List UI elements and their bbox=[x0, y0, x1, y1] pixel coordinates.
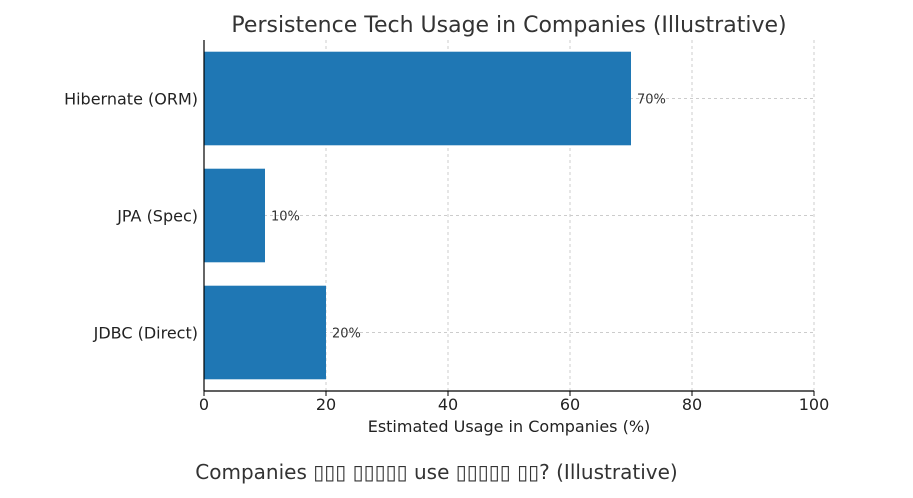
chart-title: Persistence Tech Usage in Companies (Ill… bbox=[231, 13, 786, 38]
bar bbox=[204, 51, 631, 146]
x-axis-ticks: 0 20 40 60 80 100 bbox=[199, 391, 829, 414]
category-label: Hibernate (ORM) bbox=[64, 90, 198, 109]
category-labels: Hibernate (ORM) JPA (Spec) JDBC (Direct) bbox=[64, 90, 198, 343]
x-axis-title: Estimated Usage in Companies (%) bbox=[368, 417, 651, 436]
grid-lines bbox=[204, 40, 815, 391]
category-label: JDBC (Direct) bbox=[93, 324, 198, 343]
bar-chart: Persistence Tech Usage in Companies (Ill… bbox=[64, 13, 829, 436]
x-tick-label: 0 bbox=[199, 395, 209, 414]
bar-value-label: 70% bbox=[637, 93, 666, 108]
bar bbox=[204, 285, 326, 380]
x-tick-label: 40 bbox=[438, 395, 458, 414]
figure-caption: Companies ▯▯▯ ▯▯▯▯▯ use ▯▯▯▯▯ ▯▯? (Illus… bbox=[195, 460, 678, 484]
category-label: JPA (Spec) bbox=[116, 207, 198, 226]
x-tick-label: 100 bbox=[799, 395, 830, 414]
x-tick-label: 20 bbox=[316, 395, 336, 414]
bar-value-label: 20% bbox=[332, 327, 361, 342]
bars bbox=[204, 51, 631, 380]
bar-value-label: 10% bbox=[271, 210, 300, 225]
data-labels: 70% 10% 20% bbox=[271, 93, 666, 342]
x-tick-label: 80 bbox=[682, 395, 702, 414]
bar bbox=[204, 168, 265, 263]
x-tick-label: 60 bbox=[560, 395, 580, 414]
